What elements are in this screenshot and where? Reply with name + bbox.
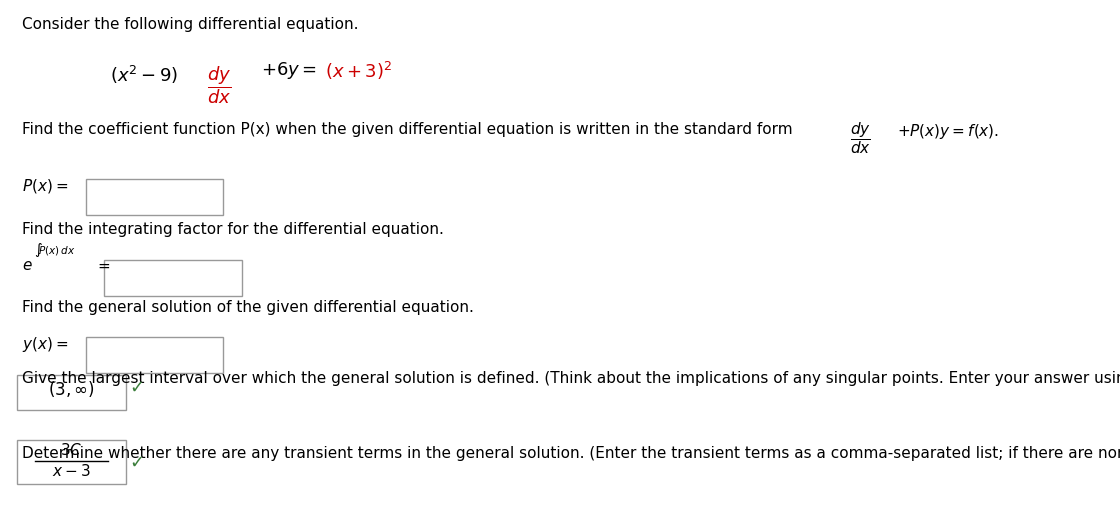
- Text: Find the general solution of the given differential equation.: Find the general solution of the given d…: [22, 300, 474, 316]
- FancyBboxPatch shape: [86, 179, 223, 215]
- Text: Find the coefficient function P(x) when the given differential equation is writt: Find the coefficient function P(x) when …: [22, 122, 793, 138]
- FancyBboxPatch shape: [17, 440, 127, 484]
- Text: $+ 6y =$: $+ 6y =$: [261, 60, 317, 81]
- Text: $=$: $=$: [94, 258, 111, 273]
- Text: $(3,\infty)$: $(3,\infty)$: [48, 379, 95, 399]
- FancyBboxPatch shape: [86, 337, 223, 373]
- Text: $(x^2 - 9)\,$: $(x^2 - 9)\,$: [110, 64, 178, 86]
- Text: Find the integrating factor for the differential equation.: Find the integrating factor for the diff…: [22, 222, 444, 237]
- Text: $P(x) =$: $P(x) =$: [22, 177, 68, 195]
- Text: $y(x) =$: $y(x) =$: [22, 335, 68, 354]
- Text: Consider the following differential equation.: Consider the following differential equa…: [22, 17, 358, 33]
- FancyBboxPatch shape: [104, 260, 242, 296]
- Text: $+ P(x)y = f(x).$: $+ P(x)y = f(x).$: [897, 122, 999, 141]
- Text: $3C$: $3C$: [60, 442, 83, 458]
- Text: ✓: ✓: [130, 454, 144, 472]
- Text: $x - 3$: $x - 3$: [53, 463, 91, 479]
- Text: ✓: ✓: [130, 379, 144, 397]
- Text: Determine whether there are any transient terms in the general solution. (Enter : Determine whether there are any transien…: [22, 446, 1120, 461]
- Text: $\int\!\!P(x)\,dx$: $\int\!\!P(x)\,dx$: [35, 241, 75, 259]
- Text: Give the largest interval over which the general solution is defined. (Think abo: Give the largest interval over which the…: [22, 371, 1120, 386]
- FancyBboxPatch shape: [17, 375, 127, 410]
- Text: $\dfrac{dy}{dx}$: $\dfrac{dy}{dx}$: [206, 64, 231, 106]
- Text: $\dfrac{dy}{dx}$: $\dfrac{dy}{dx}$: [850, 120, 870, 156]
- Text: $e$: $e$: [22, 258, 32, 273]
- Text: $(x + 3)^2$: $(x + 3)^2$: [325, 60, 392, 82]
